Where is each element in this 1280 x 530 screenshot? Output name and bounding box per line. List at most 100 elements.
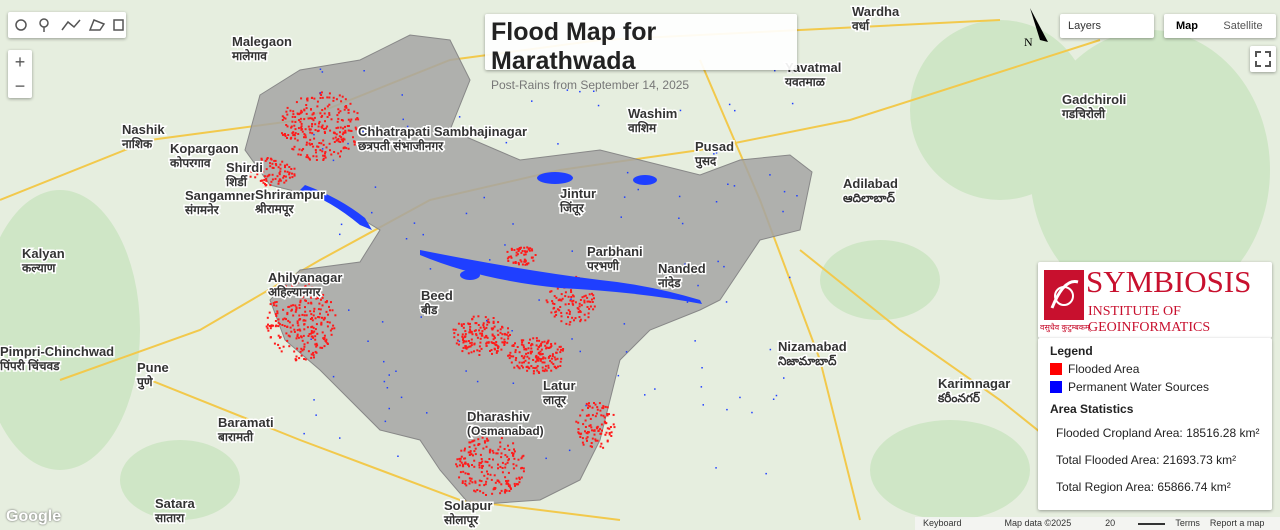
flood-pixel xyxy=(299,301,302,304)
place-local: कल्याण xyxy=(21,261,57,275)
flood-pixel xyxy=(278,336,281,339)
flood-pixel xyxy=(575,420,578,423)
flood-pixel xyxy=(268,173,271,176)
flood-pixel xyxy=(291,282,294,285)
flood-pixel xyxy=(311,317,313,319)
scale-label[interactable]: 20 km xyxy=(1105,518,1116,528)
satellite-button[interactable]: Satellite xyxy=(1223,20,1263,32)
flood-pixel xyxy=(605,422,608,425)
flood-pixel xyxy=(457,333,460,336)
flood-pixel xyxy=(497,467,499,470)
place-name: Dharashiv xyxy=(467,409,531,424)
flood-pixel xyxy=(491,342,494,344)
map-button[interactable]: Map xyxy=(1176,20,1198,32)
flood-pixel xyxy=(349,102,352,105)
flood-pixel xyxy=(517,458,520,461)
zoom-in[interactable]: + xyxy=(14,52,26,72)
water-pixel xyxy=(413,222,416,224)
flood-pixel xyxy=(309,143,312,146)
water-pixel xyxy=(775,394,778,397)
water-pixel xyxy=(569,176,571,178)
flood-pixel xyxy=(337,108,340,111)
flood-pixel xyxy=(512,355,515,358)
flood-pixel xyxy=(570,291,573,293)
flood-pixel xyxy=(513,366,516,369)
flood-pixel xyxy=(559,345,562,348)
water-pixel xyxy=(678,217,680,219)
flood-pixel xyxy=(547,347,550,349)
flood-pixel xyxy=(453,336,456,339)
flood-pixel xyxy=(532,337,535,340)
flood-pixel xyxy=(591,414,594,417)
flood-pixel xyxy=(319,112,322,115)
legend-label: Flooded Area xyxy=(1068,362,1140,376)
flood-pixel xyxy=(299,329,302,332)
flood-pixel xyxy=(313,307,316,310)
place-local: छत्रपती संभाजीनगर xyxy=(357,139,444,153)
flood-pixel xyxy=(603,420,606,423)
flood-pixel xyxy=(567,316,569,319)
flood-pixel xyxy=(289,137,292,140)
flood-pixel xyxy=(312,336,315,339)
flood-pixel xyxy=(317,316,320,318)
flood-pixel xyxy=(294,132,297,135)
flood-pixel xyxy=(292,304,295,307)
stats-title: Area Statistics xyxy=(1050,402,1134,416)
flood-pixel xyxy=(340,150,342,153)
flood-pixel xyxy=(472,454,474,457)
flood-pixel xyxy=(339,131,341,134)
flood-pixel xyxy=(271,162,274,165)
drawing-toolbar[interactable] xyxy=(8,12,126,38)
flood-pixel xyxy=(469,325,472,328)
flood-pixel xyxy=(469,328,471,331)
flood-pixel xyxy=(266,316,269,319)
fullscreen-button[interactable] xyxy=(1250,46,1276,72)
flood-pixel xyxy=(328,103,331,106)
flood-pixel xyxy=(292,131,295,134)
flood-pixel xyxy=(296,335,299,338)
terms[interactable]: Terms xyxy=(1175,518,1200,528)
flood-pixel xyxy=(488,321,491,324)
place-name: Solapur xyxy=(444,498,492,513)
flood-pixel xyxy=(608,413,610,416)
flood-pixel xyxy=(319,97,322,99)
flood-pixel xyxy=(564,295,567,298)
flood-pixel xyxy=(483,484,486,487)
flood-pixel xyxy=(296,281,299,284)
flood-pixel xyxy=(537,345,540,348)
flood-pixel xyxy=(250,170,253,173)
flood-pixel xyxy=(458,457,461,460)
layers-dropdown[interactable]: Layers xyxy=(1060,14,1154,38)
flood-pixel xyxy=(534,360,537,363)
flood-pixel xyxy=(453,332,456,335)
flood-pixel xyxy=(525,348,528,351)
flood-pixel xyxy=(476,489,479,491)
flood-pixel xyxy=(297,133,300,135)
place-name: Parbhani xyxy=(587,244,643,259)
flood-pixel xyxy=(303,323,306,326)
flood-pixel xyxy=(583,301,586,304)
flood-pixel xyxy=(466,346,469,349)
zoom-out[interactable]: − xyxy=(14,76,26,96)
flood-pixel xyxy=(513,249,516,251)
flood-pixel xyxy=(526,355,529,358)
flood-pixel xyxy=(286,339,289,342)
place-local: गडचिरोली xyxy=(1061,107,1106,121)
flood-pixel xyxy=(543,361,546,364)
flood-pixel xyxy=(283,175,286,178)
report-error[interactable]: Report a map error xyxy=(1209,518,1265,528)
water-pixel xyxy=(597,104,600,107)
flood-pixel xyxy=(588,293,591,296)
flood-pixel xyxy=(518,361,521,364)
flood-pixel xyxy=(347,118,350,121)
place-local: वाशिम xyxy=(627,121,657,135)
flood-pixel xyxy=(310,313,313,316)
flood-pixel xyxy=(587,407,589,409)
flood-pixel xyxy=(602,405,605,408)
place-name: Karimnagar xyxy=(938,376,1010,391)
flood-pixel xyxy=(493,336,496,339)
flood-pixel xyxy=(317,145,320,148)
keyboard-shortcuts[interactable]: Keyboard shortcuts xyxy=(923,518,962,528)
flood-pixel xyxy=(340,100,343,103)
water-pixel xyxy=(623,323,626,325)
